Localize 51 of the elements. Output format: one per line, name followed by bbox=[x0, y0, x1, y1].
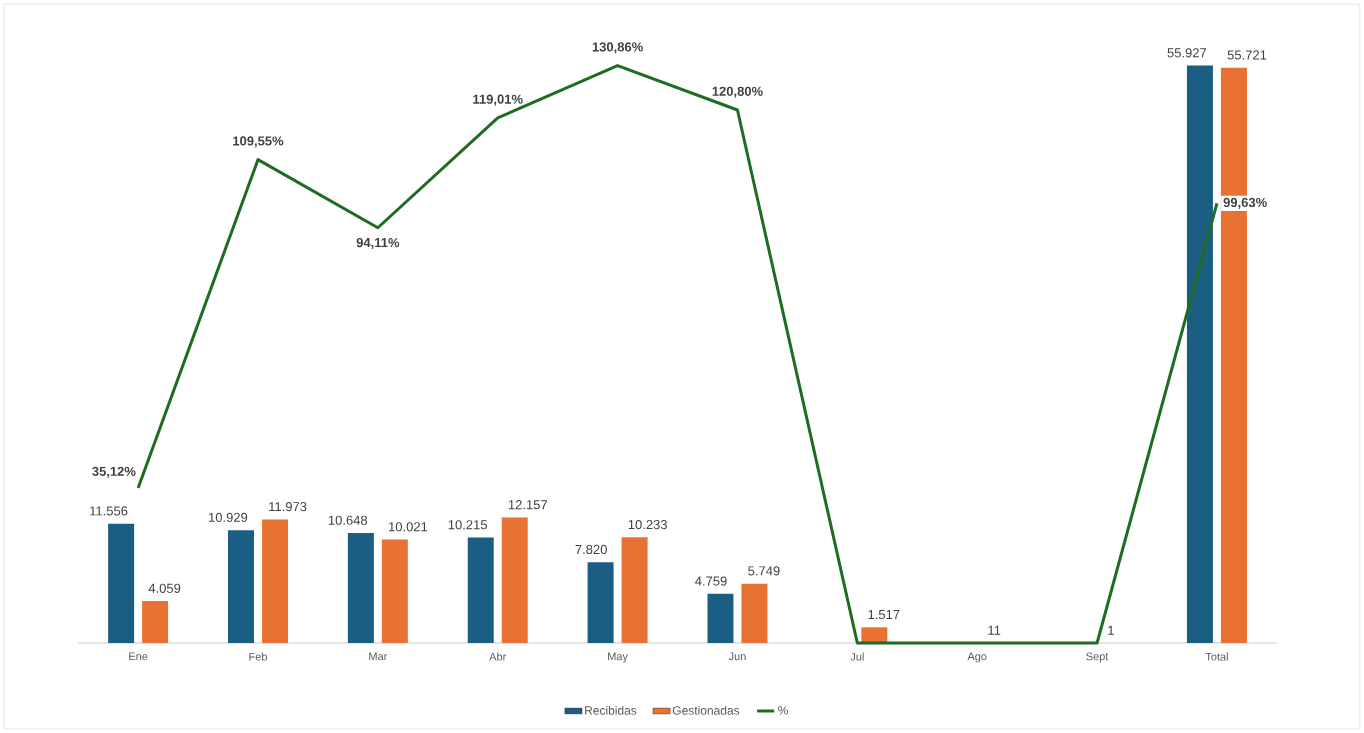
data-label: 55.721 bbox=[1227, 50, 1267, 60]
data-label: 35,12% bbox=[92, 466, 136, 478]
bar bbox=[381, 539, 408, 643]
bar bbox=[707, 593, 734, 643]
data-label: 1.517 bbox=[868, 610, 900, 620]
bar bbox=[587, 562, 614, 643]
data-label: 4.759 bbox=[695, 576, 727, 586]
data-label: 1 bbox=[1108, 625, 1114, 635]
x-tick-label: Jun bbox=[728, 652, 746, 661]
bar bbox=[228, 530, 254, 643]
data-label: 11.973 bbox=[269, 501, 307, 512]
bar bbox=[467, 537, 494, 643]
data-label: 11.556 bbox=[90, 506, 128, 516]
data-label: 109,55% bbox=[233, 136, 284, 148]
data-label: 94,11% bbox=[356, 237, 400, 249]
x-tick-label: Ago bbox=[967, 652, 987, 663]
x-tick-label: Ene bbox=[129, 652, 148, 661]
legend-label: Gestionadas bbox=[672, 705, 740, 715]
bar bbox=[108, 523, 135, 643]
bar bbox=[261, 519, 288, 643]
bar bbox=[501, 517, 528, 643]
x-tick-label: Feb bbox=[249, 652, 267, 661]
data-label: 11 bbox=[988, 625, 1001, 635]
data-label: 119,01% bbox=[473, 94, 523, 106]
data-label: 4.059 bbox=[148, 583, 181, 593]
data-label: 12.157 bbox=[508, 500, 548, 510]
legend-label: Recibidas bbox=[585, 705, 637, 715]
bar bbox=[861, 627, 888, 643]
x-tick-label: Sept bbox=[1086, 652, 1109, 663]
data-label: 99,63% bbox=[1223, 197, 1267, 209]
data-label: 5.749 bbox=[748, 566, 780, 576]
bar bbox=[347, 532, 374, 643]
x-tick-label: Jul bbox=[850, 652, 864, 661]
bar bbox=[741, 583, 768, 643]
data-label: 120,80% bbox=[712, 86, 763, 98]
x-tick-label: Total bbox=[1205, 652, 1228, 661]
bar bbox=[1186, 65, 1213, 643]
data-label: 10.215 bbox=[448, 520, 487, 530]
x-tick-label: Mar bbox=[369, 652, 388, 661]
data-label: 7.820 bbox=[575, 544, 607, 554]
legend-label: % bbox=[778, 706, 788, 715]
data-label: 55.927 bbox=[1167, 48, 1207, 58]
data-label: 10.648 bbox=[328, 515, 368, 525]
data-label: 130,86% bbox=[592, 42, 643, 54]
data-label: 10.233 bbox=[628, 519, 667, 530]
bar bbox=[142, 601, 169, 643]
data-label: 10.021 bbox=[389, 522, 428, 532]
x-tick-label: May bbox=[608, 652, 628, 663]
data-label: 10.929 bbox=[209, 512, 248, 522]
x-tick-label: Abr bbox=[489, 652, 507, 661]
bar bbox=[621, 537, 648, 643]
